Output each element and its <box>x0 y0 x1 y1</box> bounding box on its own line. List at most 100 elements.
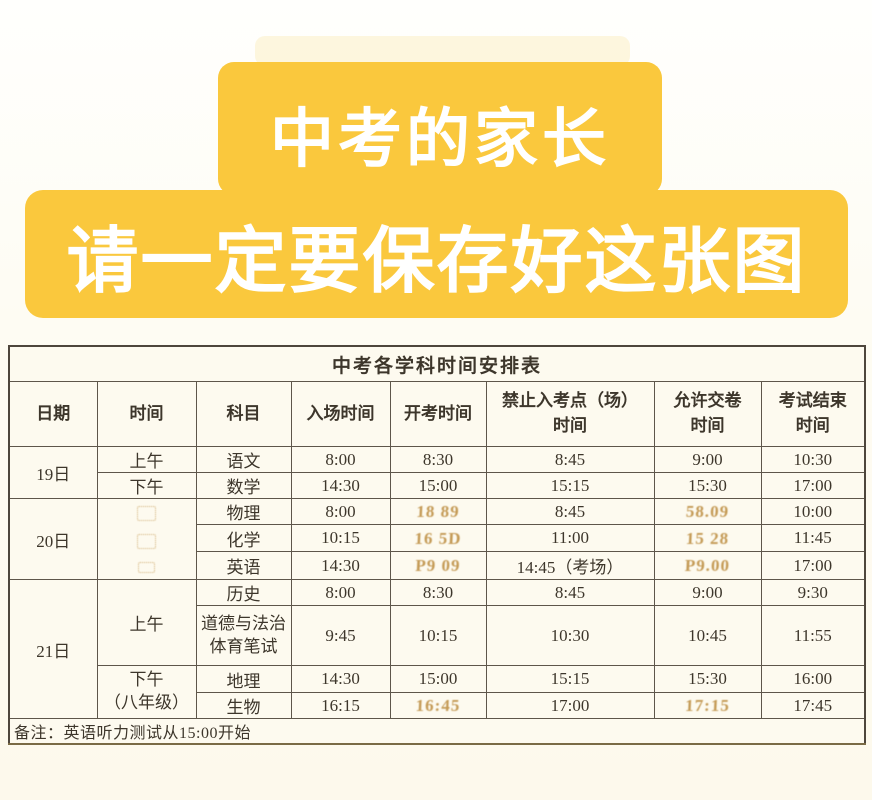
table-row: 生物 16:15 16:45 17:00 17:15 17:45 <box>9 692 866 719</box>
start-time-cell-corrupted: 16 5D <box>389 524 487 552</box>
subject-cell: 地理 <box>195 665 292 693</box>
no-entry-time-cell: 8:45 <box>485 579 655 606</box>
entry-time-cell: 14:30 <box>290 472 391 499</box>
end-time-cell: 10:30 <box>760 446 866 473</box>
subject-cell: 生物 <box>195 692 292 719</box>
banner-title-line1: 中考的家长 <box>270 102 610 175</box>
no-entry-time-cell: 17:00 <box>485 692 655 719</box>
start-time-cell: 8:30 <box>389 446 487 473</box>
date-cell: 19日 <box>8 446 98 499</box>
start-time-cell: 15:00 <box>389 472 487 499</box>
submit-time-cell-corrupted: 15 28 <box>653 524 762 552</box>
time-slot-cell-corrupted <box>96 498 197 580</box>
entry-time-cell: 14:30 <box>290 551 391 580</box>
header-text: 允许交卷 <box>673 391 742 411</box>
subject-cell: 数学 <box>195 472 292 499</box>
subject-cell: 语文 <box>195 446 292 473</box>
entry-time-cell: 16:15 <box>290 692 391 719</box>
table-row: 备注：英语听力测试从15:00开始 <box>8 718 866 745</box>
start-time-cell-corrupted: 16:45 <box>389 692 487 719</box>
no-entry-time-cell: 11:00 <box>485 524 655 552</box>
end-time-cell: 10:00 <box>760 498 866 525</box>
table-row: 化学 10:15 16 5D 11:00 15 28 11:45 <box>9 524 866 552</box>
no-entry-time-cell: 15:15 <box>485 665 655 693</box>
submit-time-cell: 9:00 <box>653 446 762 473</box>
banner-title-line2: 请一定要保存好这张图 <box>66 221 807 302</box>
banner-echo-strip <box>255 36 630 66</box>
exam-schedule-table: 中考各学科时间安排表 日期 时间 科目 入场时间 开考时间 禁止入考点（场） 时… <box>8 345 867 745</box>
table-row: 19日 上午 语文 8:00 8:30 8:45 9:00 10:30 <box>8 446 866 499</box>
header-text: 时间 <box>129 403 164 423</box>
end-time-cell: 11:45 <box>760 524 866 552</box>
subject-cell: 英语 <box>195 551 292 580</box>
submit-time-cell-corrupted: 58.09 <box>653 498 762 525</box>
entry-time-cell: 10:15 <box>290 524 391 552</box>
no-entry-time-cell: 8:45 <box>485 446 655 473</box>
time-slot-cell: 上午 <box>96 579 197 666</box>
column-header-subject: 科目 <box>195 381 292 447</box>
time-slot-line1: 下午 <box>129 670 164 690</box>
time-slot-cell: 下午 （八年级） <box>96 665 197 719</box>
start-time-cell: 8:30 <box>389 579 487 606</box>
start-time-cell-corrupted: 18 89 <box>389 498 487 525</box>
table-row: 20日 物理 8:00 18 89 8:45 58.09 10:00 <box>8 498 866 580</box>
table-row: 下午 数学 14:30 15:00 15:15 15:30 17:00 <box>9 472 866 499</box>
submit-time-cell: 10:45 <box>653 605 762 666</box>
submit-time-cell-corrupted: 17:15 <box>653 692 762 719</box>
column-header-end-time: 考试结束 时间 <box>760 381 866 447</box>
table-row: 下午 （八年级） 地理 14:30 15:00 15:15 15:30 16:0… <box>9 665 866 719</box>
column-header-submit-time: 允许交卷 时间 <box>653 381 762 447</box>
end-time-cell: 9:30 <box>760 579 866 606</box>
column-header-time: 时间 <box>96 381 197 447</box>
subject-cell: 物理 <box>195 498 292 525</box>
subject-line2: 体育笔试 <box>209 636 278 656</box>
end-time-cell: 17:00 <box>760 551 866 580</box>
header-text: 时间 <box>690 416 725 435</box>
end-time-cell: 17:45 <box>760 692 866 719</box>
table-row: 21日 上午 历史 8:00 8:30 8:45 9:00 9:30 <box>8 579 866 719</box>
header-text: 禁止入考点（场） <box>502 391 638 411</box>
note-cell: 备注：英语听力测试从15:00开始 <box>8 718 866 745</box>
end-time-cell: 17:00 <box>760 472 866 499</box>
table-title: 中考各学科时间安排表 <box>8 345 866 382</box>
start-time-cell: 10:15 <box>389 605 487 666</box>
column-header-date: 日期 <box>8 381 98 447</box>
no-entry-time-cell: 10:30 <box>485 605 655 666</box>
no-entry-time-cell: 14:45（考场） <box>485 551 655 580</box>
submit-time-cell: 15:30 <box>653 665 762 693</box>
header-text: 入场时间 <box>306 403 375 423</box>
time-slot-line2: （八年级） <box>104 693 189 712</box>
end-time-cell: 11:55 <box>760 605 866 666</box>
time-slot-cell: 下午 <box>96 472 197 499</box>
entry-time-cell: 9:45 <box>290 605 391 666</box>
submit-time-cell-corrupted: P9.00 <box>653 551 762 580</box>
entry-time-cell: 8:00 <box>290 498 391 525</box>
subject-cell: 道德与法治 体育笔试 <box>195 605 292 666</box>
header-text: 考试结束 <box>778 391 847 411</box>
column-header-start-time: 开考时间 <box>389 381 487 447</box>
start-time-cell: 15:00 <box>389 665 487 693</box>
date-cell: 20日 <box>8 498 98 580</box>
corrupted-text-artifacts <box>100 505 194 573</box>
subject-cell: 历史 <box>195 579 292 606</box>
header-text: 开考时间 <box>404 403 472 423</box>
table-row: 英语 14:30 P9 09 14:45（考场） P9.00 17:00 <box>9 551 866 580</box>
time-slot-cell: 上午 <box>96 446 197 473</box>
entry-time-cell: 14:30 <box>290 665 391 693</box>
corrupted-text-artifact <box>137 533 156 549</box>
header-text: 时间 <box>553 416 587 435</box>
corrupted-text-artifact <box>137 505 156 521</box>
header-text: 科目 <box>226 403 261 423</box>
banner-bottom-panel: 请一定要保存好这张图 <box>25 190 848 318</box>
column-header-no-entry-time: 禁止入考点（场） 时间 <box>485 381 655 447</box>
submit-time-cell: 9:00 <box>653 579 762 606</box>
subject-cell: 化学 <box>195 524 292 552</box>
column-header-entry-time: 入场时间 <box>290 381 391 447</box>
entry-time-cell: 8:00 <box>290 446 391 473</box>
end-time-cell: 16:00 <box>760 665 866 693</box>
corrupted-text-artifact <box>138 561 155 573</box>
submit-time-cell: 15:30 <box>653 472 762 499</box>
no-entry-time-cell: 8:45 <box>485 498 655 525</box>
header-text: 时间 <box>795 416 830 435</box>
